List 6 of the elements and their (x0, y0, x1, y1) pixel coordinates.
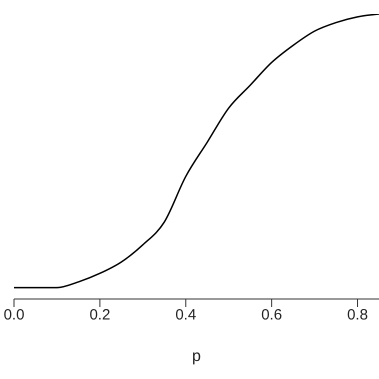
x-tick-label: 0.2 (89, 306, 110, 324)
x-axis-title: p (192, 348, 202, 365)
x-tick-label: 0.0 (4, 306, 24, 324)
x-tick-label: 0.6 (261, 306, 282, 324)
x-tick-label: 0.8 (347, 306, 368, 324)
x-tick-label: 0.4 (175, 306, 196, 324)
